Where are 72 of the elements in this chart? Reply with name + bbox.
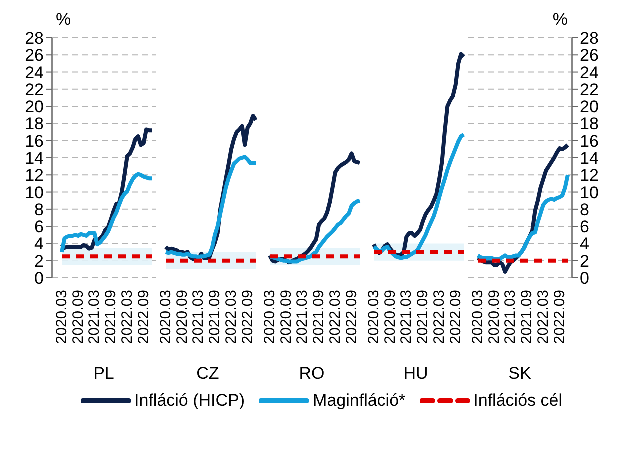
y2-tick-label: 28 xyxy=(580,29,599,48)
x-tick-label: 2021.03 xyxy=(86,290,104,344)
x-tick-label: 2021.09 xyxy=(206,290,224,344)
legend-label: Infláció (HICP) xyxy=(134,391,246,411)
y-tick-label: 16 xyxy=(25,132,44,151)
y2-tick-label: 26 xyxy=(580,46,599,66)
y2-tick-label: 2 xyxy=(580,252,590,271)
x-axis-title: CZ xyxy=(196,364,220,383)
y-tick-label: 20 xyxy=(25,98,44,117)
y-tick-label: 2 xyxy=(34,252,44,271)
y2-tick-label: 22 xyxy=(580,80,599,100)
y2-tick-label: 18 xyxy=(580,114,599,134)
x-axis-title: SK xyxy=(508,364,532,383)
y2-tick-label: 6 xyxy=(580,218,590,237)
y2-tick-label: 8 xyxy=(580,200,590,220)
y2-tick-label: 0 xyxy=(580,269,590,288)
y-tick-label: 0 xyxy=(34,269,44,288)
x-tick-label: 2022.09 xyxy=(239,290,256,344)
legend-label: Maginfláció* xyxy=(313,391,406,411)
y2-tick-label: 24 xyxy=(580,63,599,82)
x-tick-label: 2021.03 xyxy=(294,290,312,344)
y2-tick-label: 4 xyxy=(580,234,590,254)
y2-tick-label: 20 xyxy=(580,98,599,117)
x-tick-label: 2021.09 xyxy=(102,290,120,344)
x-axis-title: HU xyxy=(404,364,428,383)
x-tick-label: 2020.09 xyxy=(70,290,87,344)
y-tick-label: 24 xyxy=(25,63,44,82)
x-tick-label: 2021.09 xyxy=(414,290,432,344)
x-tick-label: 2020.03 xyxy=(158,290,174,344)
y2-tick-label: 10 xyxy=(580,183,599,202)
y2-tick-label: 14 xyxy=(580,149,599,168)
x-tick-label: 2020.09 xyxy=(486,290,503,344)
x-tick-label: 2022.03 xyxy=(326,290,344,344)
y-tick-label: 6 xyxy=(34,218,44,237)
x-tick-label: 2020.03 xyxy=(262,290,278,344)
x-tick-label: 2020.03 xyxy=(54,290,70,344)
x-tick-label: 2022.03 xyxy=(430,290,448,344)
x-axis-title: PL xyxy=(94,364,114,383)
x-tick-label: 2020.03 xyxy=(470,290,486,344)
y-tick-label: 26 xyxy=(25,46,44,66)
y-tick-label: 10 xyxy=(25,183,44,202)
y-tick-label: 8 xyxy=(34,200,44,220)
y-tick-label: 22 xyxy=(25,80,44,100)
x-tick-label: 2021.09 xyxy=(310,290,328,344)
x-tick-label: 2022.03 xyxy=(222,290,240,344)
y-tick-label: 28 xyxy=(25,29,44,48)
x-tick-label: 2022.09 xyxy=(551,290,568,344)
x-tick-label: 2021.09 xyxy=(518,290,536,344)
legend-label: Inflációs cél xyxy=(474,391,562,411)
x-tick-label: 2020.09 xyxy=(382,290,399,344)
y-tick-label: 18 xyxy=(25,114,44,134)
x-axis-title: RO xyxy=(299,364,325,383)
y-tick-label: 12 xyxy=(25,166,44,186)
x-tick-label: 2021.03 xyxy=(190,290,208,344)
x-tick-label: 2020.09 xyxy=(174,290,191,344)
x-tick-label: 2022.09 xyxy=(343,290,360,344)
y2-tick-label: 12 xyxy=(580,166,599,186)
x-tick-label: 2022.09 xyxy=(447,290,464,344)
x-tick-label: 2020.09 xyxy=(278,290,295,344)
x-tick-label: 2022.03 xyxy=(534,290,552,344)
y-axis-title: % xyxy=(56,10,72,30)
x-tick-label: 2021.03 xyxy=(398,290,416,344)
line-series xyxy=(60,172,154,254)
y-tick-label: 14 xyxy=(25,149,44,168)
y2-axis-title: % xyxy=(552,10,568,30)
y2-tick-label: 16 xyxy=(580,132,599,151)
x-tick-label: 2021.03 xyxy=(502,290,520,344)
x-tick-label: 2022.03 xyxy=(118,290,136,344)
x-tick-label: 2022.09 xyxy=(135,290,152,344)
x-tick-label: 2020.03 xyxy=(366,290,382,344)
line-series xyxy=(476,173,570,262)
y-tick-label: 4 xyxy=(34,234,44,254)
